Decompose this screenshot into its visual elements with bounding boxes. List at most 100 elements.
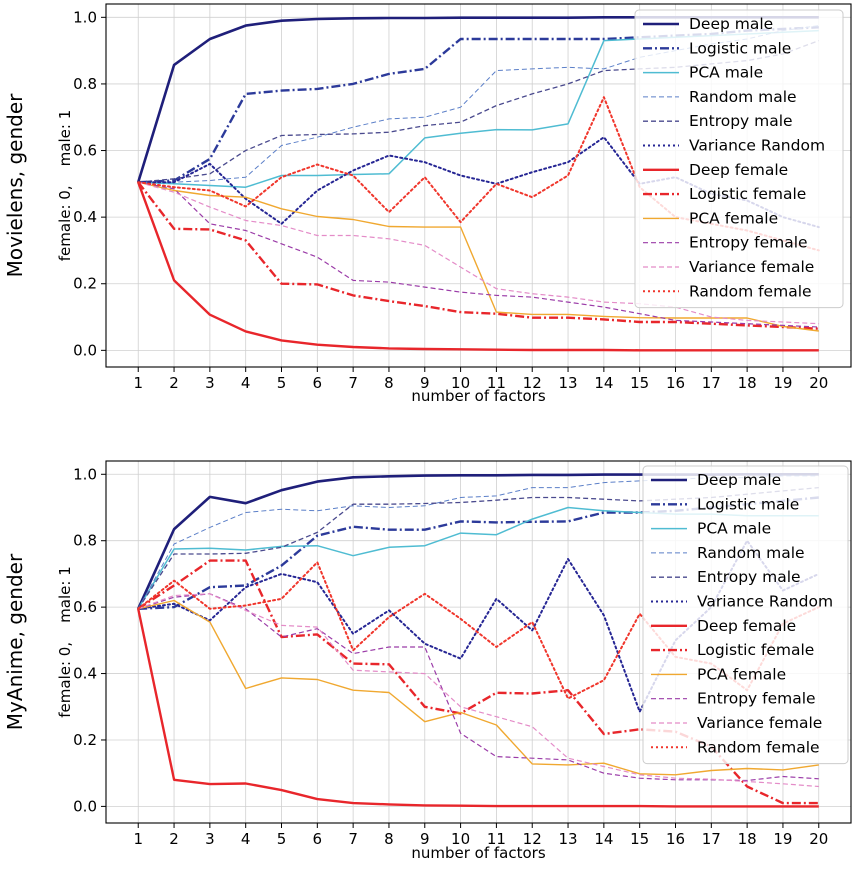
x-tick-label: 7 [348,374,358,392]
legend-box [642,465,849,765]
series-line [138,599,819,776]
x-tick-label: 4 [241,374,251,392]
x-tick-label: 2 [169,830,179,848]
chart-panel-1: 1 2 3 4 5 6 7 8 9 10 11 12 13 14 15 16 17 18 19 200.00.20.4… [3,3,852,405]
y-tick-label: 0.8 [73,532,97,550]
x-tick-label: 4 [241,830,251,848]
x-tick-label: 11 [487,374,506,392]
legend-label: PCA female [697,665,786,683]
x-tick-label: 18 [738,374,757,392]
legend-label: Logistic female [689,185,806,203]
y-tick-label: 1.0 [73,8,97,26]
legend-label: Random female [689,282,812,300]
legend-label: PCA male [697,520,771,538]
legend-label: Entropy female [697,690,816,708]
x-tick-label: 9 [420,830,430,848]
x-tick-label: 5 [277,374,287,392]
series-line [138,181,819,328]
x-tick-label: 1 [133,830,143,848]
x-tick-label: 8 [384,374,394,392]
series-line [137,559,819,805]
x-tick-label: 15 [630,830,649,848]
x-tick-label: 5 [277,830,287,848]
series-line [137,475,819,610]
series-line [138,181,819,332]
x-tick-label: 19 [773,374,792,392]
legend-label: Variance Random [697,593,833,611]
plot-frame [105,460,852,824]
x-axis-label: number of factors [411,844,545,862]
series-line [137,181,819,352]
legend-label: Logistic male [689,39,791,57]
x-tick-label: 10 [451,830,470,848]
legend-label: Variance Random [689,137,825,155]
x-tick-label: 18 [738,830,757,848]
legend-label: Deep male [697,471,781,489]
series-line [137,608,819,808]
x-tick-label: 17 [702,374,721,392]
legend-label: Deep female [697,617,796,635]
legend-label: Variance female [697,714,822,732]
legend-label: Logistic male [697,495,799,513]
x-tick-label: 17 [702,830,721,848]
row-label: Movielens, gender [3,93,27,278]
x-tick-label: 20 [809,830,828,848]
x-tick-label: 8 [384,830,394,848]
x-tick-label: 3 [205,830,215,848]
y-tick-label: 1.0 [73,465,97,483]
x-tick-label: 10 [451,374,470,392]
x-tick-label: 16 [666,830,685,848]
y-tick-label: 0.4 [73,208,97,226]
x-tick-label: 11 [487,830,506,848]
y-tick-label: 0.2 [73,275,97,293]
y-tick-label: 0.0 [73,341,97,359]
chart-panel-2: 1 2 3 4 5 6 7 8 9 10 11 12 13 14 15 16 17 18 19 200.00.20.4… [3,460,852,862]
x-tick-label: 12 [523,830,542,848]
x-tick-label: 9 [420,374,430,392]
legend-label: Entropy female [689,234,808,252]
y-tick-label: 0.6 [73,142,97,160]
y-axis-label: female: 0, male: 1 [56,566,74,717]
x-tick-label: 7 [348,830,358,848]
x-tick-label: 1 [133,374,143,392]
y-tick-label: 0.6 [73,598,97,616]
x-tick-label: 13 [558,830,577,848]
legend-label: Deep male [689,15,773,33]
x-tick-label: 19 [773,830,792,848]
legend-label: Logistic female [697,641,814,659]
y-tick-label: 0.4 [73,665,97,683]
x-tick-label: 6 [313,374,323,392]
plot-frame [105,3,852,368]
x-axis-label: number of factors [411,387,545,405]
legend-label: PCA male [689,64,763,82]
series-line [137,593,819,788]
x-tick-label: 20 [809,374,828,392]
series-line [137,181,819,330]
x-tick-label: 14 [594,830,613,848]
x-tick-label: 13 [558,374,577,392]
y-tick-label: 0.8 [73,75,97,93]
legend-label: Entropy male [697,568,801,586]
series-line [138,181,819,325]
legend-label: Entropy male [689,112,793,130]
legend-label: Random female [697,738,820,756]
x-tick-label: 14 [594,374,613,392]
legend: Deep male Logistic male PCA male Random mal… [634,9,844,309]
y-tick-label: 0.2 [73,731,97,749]
x-tick-label: 12 [523,374,542,392]
row-label: MyAnime, gender [3,553,27,730]
legend-label: Random male [689,88,797,106]
x-tick-label: 2 [169,374,179,392]
x-tick-label: 6 [313,830,323,848]
y-tick-label: 0.0 [73,797,97,815]
y-axis-label: female: 0, male: 1 [56,110,74,261]
legend-label: Variance female [689,258,814,276]
legend-label: Deep female [689,161,788,179]
legend: Deep male Logistic male PCA male Random mal… [642,465,849,765]
legend-label: Random male [697,544,805,562]
legend-box [634,9,844,309]
legend-label: PCA female [689,209,778,227]
x-tick-label: 16 [666,374,685,392]
